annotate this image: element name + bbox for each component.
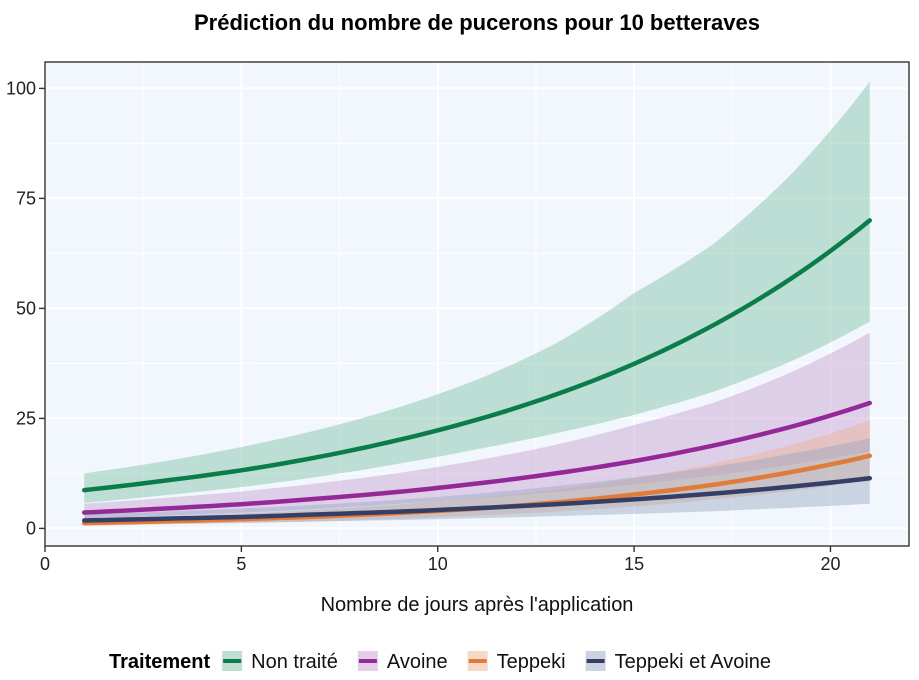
y-tick-label: 25: [16, 408, 36, 428]
legend-items: Non traité Avoine Teppeki Teppeki et Avoine: [222, 651, 771, 673]
legend-item: Avoine: [357, 651, 448, 673]
plot-frame: [44, 61, 910, 547]
y-axis: 0 25 50 75 100: [6, 78, 45, 538]
y-tick-label: 75: [16, 188, 36, 208]
legend-label: Teppeki: [497, 651, 566, 673]
y-tick-label: 50: [16, 298, 36, 318]
confidence-band: [84, 438, 870, 525]
chart-title: Prédiction du nombre de pucerons pour 10…: [194, 10, 760, 35]
y-tick-label: 0: [26, 518, 36, 538]
x-tick-label: 0: [40, 554, 50, 574]
legend-title: Traitement: [109, 651, 210, 673]
confidence-band: [84, 332, 870, 519]
x-axis: 0 5 10 15 20: [40, 546, 840, 574]
legend: Traitement Non traité Avoine Teppeki Teppek…: [109, 651, 771, 673]
x-axis-label: Nombre de jours après l'application: [321, 594, 634, 616]
legend-item: Teppeki et Avoine: [585, 651, 771, 673]
legend-label: Teppeki et Avoine: [615, 651, 771, 673]
x-tick-label: 15: [624, 554, 644, 574]
confidence-band: [84, 81, 870, 503]
x-tick-label: 20: [820, 554, 840, 574]
x-tick-label: 5: [236, 554, 246, 574]
confidence-bands: [84, 81, 870, 526]
legend-label: Avoine: [387, 651, 448, 673]
series-lines: [82, 218, 872, 526]
legend-item: Teppeki: [467, 651, 566, 673]
confidence-band: [84, 420, 870, 526]
plot-background: [45, 62, 909, 546]
y-tick-label: 100: [6, 78, 36, 98]
legend-item: Non traité: [222, 651, 338, 673]
series-line: [82, 218, 872, 493]
series-line: [82, 400, 872, 515]
legend-label: Non traité: [251, 651, 338, 673]
series-line: [82, 475, 872, 523]
x-tick-label: 10: [428, 554, 448, 574]
plot-area: [44, 61, 910, 547]
